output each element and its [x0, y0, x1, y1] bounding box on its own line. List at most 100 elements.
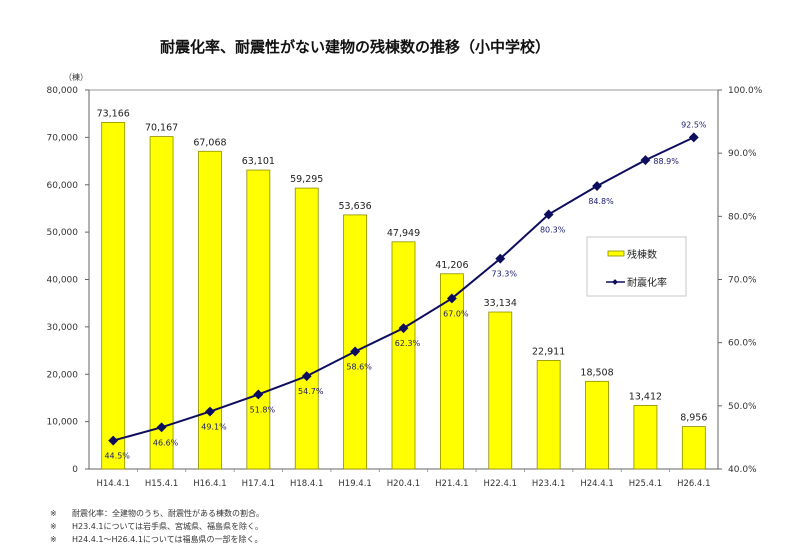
- bar-data-label: 73,166: [97, 108, 130, 119]
- footnote: ※ 耐震化率：全建物のうち、耐震性がある棟数の割合。: [50, 507, 264, 520]
- x-tick-label: H16.4.1: [193, 479, 226, 489]
- bar: [101, 121, 126, 470]
- bar-data-label: 18,508: [580, 367, 613, 378]
- bar: [439, 273, 464, 470]
- y-axis-right: 40.0% 50.0% 60.0% 70.0% 80.0% 90.0% 100.0%: [718, 86, 763, 475]
- y-axis-unit-label: （棟）: [64, 72, 88, 82]
- chart-title: 耐震化率、耐震性がない建物の残棟数の推移（小中学校）: [160, 38, 550, 56]
- bar-data-label: 22,911: [532, 346, 565, 357]
- y-tick-label: 40,000: [47, 276, 79, 286]
- line-data-label: 88.9%: [653, 157, 679, 166]
- bar-data-label: 67,068: [193, 137, 226, 148]
- x-tick-label: H23.4.1: [532, 479, 565, 489]
- bar: [391, 241, 416, 470]
- x-tick-label: H20.4.1: [387, 479, 420, 489]
- footnote-mark: ※: [50, 522, 57, 531]
- footnote-text: 耐震化率：全建物のうち、耐震性がある棟数の割合。: [72, 509, 264, 518]
- line-data-label: 92.5%: [681, 120, 707, 129]
- y2-tick-label: 60.0%: [728, 339, 757, 349]
- y2-tick-label: 70.0%: [728, 276, 757, 286]
- bar-data-label: 41,206: [435, 260, 468, 271]
- y-tick-label: 10,000: [47, 418, 79, 428]
- bar: [681, 426, 706, 470]
- bar: [585, 380, 609, 470]
- line-data-label: 58.6%: [346, 363, 372, 372]
- footnote-text: H24.4.1～H26.4.1については福島県の一部を除く。: [72, 535, 263, 544]
- x-tick-label: H24.4.1: [580, 479, 613, 489]
- x-tick-label: H18.4.1: [290, 479, 323, 489]
- bar-data-label: 8,956: [680, 413, 707, 424]
- footnote: ※ H24.4.1～H26.4.1については福島県の一部を除く。: [50, 533, 264, 546]
- x-tick-label: H17.4.1: [242, 479, 275, 489]
- line-data-label: 51.8%: [250, 405, 276, 414]
- line-data-label: 84.8%: [588, 197, 614, 206]
- bar-data-labels: 73,166 70,167 67,068 63,101 59,295 53,636 47,9…: [97, 108, 708, 423]
- footnote-text: H23.4.1については岩手県、宮城県、福島県を除く。: [72, 522, 264, 531]
- footnote-mark: ※: [50, 535, 57, 544]
- y-tick-label: 70,000: [47, 133, 79, 143]
- line-data-label: 67.0%: [443, 309, 469, 318]
- bar: [633, 405, 658, 470]
- x-tick-label: H14.4.1: [96, 479, 129, 489]
- line-marker: [446, 293, 457, 304]
- line-data-labels: 44.5% 46.6% 49.1% 51.8% 54.7% 58.6% 62.3% 67.0%…: [104, 120, 706, 460]
- legend-label-line: 耐震化率: [627, 276, 667, 289]
- y2-tick-label: 90.0%: [728, 149, 757, 159]
- footnote: ※ H23.4.1については岩手県、宮城県、福島県を除く。: [50, 520, 264, 533]
- line-marker: [253, 389, 264, 400]
- x-tick-label: H19.4.1: [338, 479, 371, 489]
- legend: 残棟数 耐震化率: [586, 236, 687, 297]
- y-tick-label: 20,000: [47, 370, 79, 380]
- line-data-label: 62.3%: [395, 339, 421, 348]
- bar-data-label: 47,949: [387, 228, 420, 239]
- bar-data-label: 33,134: [484, 298, 517, 309]
- line-marker: [350, 346, 361, 357]
- x-tick-label: H21.4.1: [435, 479, 468, 489]
- line-marker: [688, 132, 699, 143]
- line-data-label: 54.7%: [298, 387, 324, 396]
- bar: [198, 150, 222, 470]
- y2-tick-label: 100.0%: [728, 86, 763, 96]
- bar-data-label: 13,412: [629, 391, 662, 402]
- bar-series: [101, 121, 706, 470]
- line-marker: [640, 155, 651, 166]
- line-marker: [205, 406, 215, 417]
- bar-data-label: 63,101: [242, 156, 275, 167]
- y-tick-label: 30,000: [47, 323, 79, 333]
- footnotes: ※ 耐震化率：全建物のうち、耐震性がある棟数の割合。 ※ H23.4.1については岩…: [50, 507, 264, 546]
- y-tick-label: 0: [72, 465, 78, 475]
- line-data-label: 44.5%: [104, 452, 130, 461]
- legend-bar-swatch-icon: [607, 250, 625, 257]
- legend-diamond-marker-icon: [612, 279, 618, 285]
- x-tick-label: H26.4.1: [677, 479, 710, 489]
- footnote-mark: ※: [50, 509, 57, 518]
- line-marker: [156, 422, 167, 433]
- bar-data-label: 53,636: [338, 201, 371, 212]
- line-data-label: 80.3%: [540, 225, 566, 234]
- x-axis: H14.4.1 H15.4.1 H16.4.1 H17.4.1 H18.4.1 H19.4…: [96, 469, 711, 489]
- bar-data-label: 59,295: [290, 174, 323, 185]
- line-data-label: 49.1%: [201, 423, 227, 432]
- y-axis-left: 0 10,000 20,000 30,000 40,000 50,000 60,000 70,…: [47, 86, 89, 475]
- bar: [488, 311, 513, 470]
- bar: [246, 169, 271, 470]
- y-tick-label: 80,000: [47, 86, 79, 96]
- x-tick-label: H22.4.1: [484, 479, 517, 489]
- line-marker: [301, 371, 312, 382]
- bar: [294, 187, 319, 470]
- x-tick-label: H25.4.1: [629, 479, 662, 489]
- y-tick-label: 60,000: [47, 181, 79, 191]
- line-data-label: 46.6%: [153, 438, 179, 447]
- y-tick-label: 50,000: [47, 228, 79, 238]
- bar: [536, 360, 561, 470]
- bar: [343, 214, 368, 470]
- x-tick-label: H15.4.1: [145, 479, 178, 489]
- legend-label-bars: 残棟数: [627, 248, 657, 261]
- y2-tick-label: 40.0%: [728, 465, 757, 475]
- legend-box: [586, 236, 687, 297]
- y2-tick-label: 50.0%: [728, 402, 757, 412]
- bar: [149, 136, 174, 470]
- y2-tick-label: 80.0%: [728, 212, 757, 222]
- bar-data-label: 70,167: [145, 123, 178, 134]
